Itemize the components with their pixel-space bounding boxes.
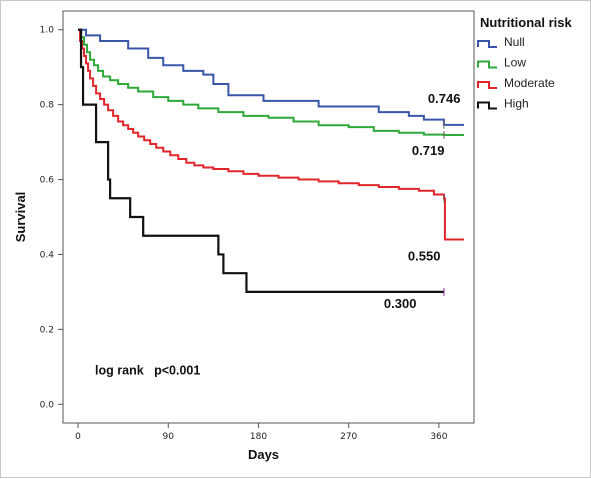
legend-label-low: Low <box>504 56 526 70</box>
plot-area <box>62 10 475 424</box>
legend-label-moderate: Moderate <box>504 76 555 90</box>
legend-swatch-high <box>477 101 497 110</box>
end-labels: 0.746 0.719 0.550 0.300 <box>384 91 461 311</box>
y-tick-label: 1.0 <box>40 26 55 36</box>
x-tick-label: 270 <box>340 432 357 442</box>
end-label-low: 0.719 <box>412 143 445 158</box>
x-tick-label: 180 <box>250 432 267 442</box>
end-label-null: 0.746 <box>428 91 461 106</box>
series-line-null <box>78 28 464 126</box>
legend-label-null: Null <box>504 35 525 49</box>
series-line-moderate <box>78 28 464 241</box>
series-line-low <box>78 28 464 136</box>
x-axis-title: Days <box>248 447 279 462</box>
y-tick-label: 0.6 <box>40 176 55 186</box>
logrank-annotation: log rank p<0.001 <box>95 363 200 377</box>
y-tick-label: 0.0 <box>40 400 55 410</box>
axis-ticks: 0 90 180 270 360 0.0 0.2 0.4 0.6 0.8 1.0 <box>40 26 448 442</box>
legend-swatch-low <box>477 60 497 69</box>
y-axis-title: Survival <box>13 192 28 243</box>
x-tick-label: 360 <box>430 432 447 442</box>
legend-items: Null Low Moderate High <box>477 35 555 111</box>
x-tick-label: 90 <box>163 432 175 442</box>
series-line-high <box>78 28 444 294</box>
legend-swatch-null <box>477 40 497 48</box>
y-tick-label: 0.8 <box>40 101 55 111</box>
legend: Nutritional risk Null Low Moderate High <box>477 15 573 111</box>
legend-title: Nutritional risk <box>480 15 573 30</box>
survival-curves <box>78 28 464 296</box>
legend-label-high: High <box>504 97 529 111</box>
end-label-high: 0.300 <box>384 296 417 311</box>
legend-swatch-moderate <box>477 81 497 89</box>
end-label-moderate: 0.550 <box>408 248 441 263</box>
y-tick-label: 0.2 <box>40 325 54 335</box>
y-tick-label: 0.4 <box>40 250 55 260</box>
x-tick-label: 0 <box>75 432 81 442</box>
